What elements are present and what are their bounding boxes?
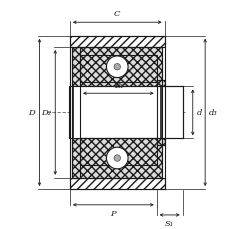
Text: d: d [196,109,201,117]
Circle shape [114,64,120,71]
Text: C: C [114,10,120,18]
Bar [72,139,162,178]
Circle shape [106,57,128,78]
Text: D₂: D₂ [41,109,51,117]
Bar [72,48,162,87]
Bar [80,56,156,83]
Text: d₃: d₃ [208,109,217,117]
Circle shape [106,147,128,169]
Text: B₁: B₁ [113,82,123,90]
Circle shape [114,155,120,162]
Text: D: D [28,109,34,117]
Text: S₁: S₁ [164,219,173,227]
Bar [70,178,164,189]
Bar [80,139,156,166]
Bar [70,37,164,48]
Bar [68,87,182,139]
Text: P: P [110,209,116,217]
Bar [156,139,164,145]
Bar [156,80,164,87]
